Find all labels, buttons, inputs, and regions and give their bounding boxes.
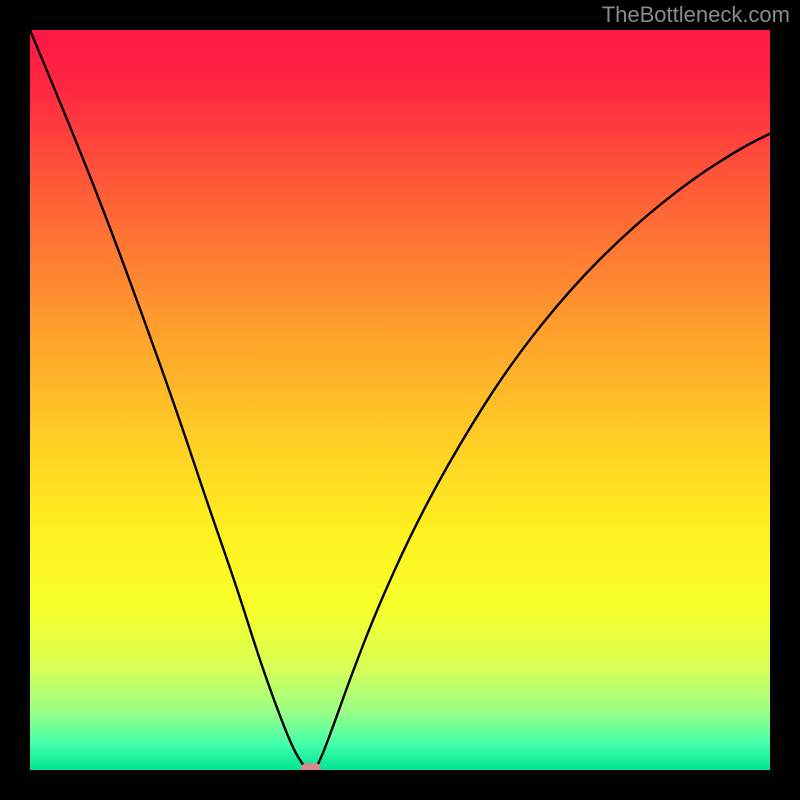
watermark-text: TheBottleneck.com: [602, 2, 790, 28]
minimum-marker: [301, 763, 321, 770]
curve-right-branch: [315, 134, 770, 770]
plot-area: [30, 30, 770, 770]
curve-left-branch: [30, 30, 308, 769]
outer-frame: TheBottleneck.com: [0, 0, 800, 800]
bottleneck-curve: [30, 30, 770, 770]
